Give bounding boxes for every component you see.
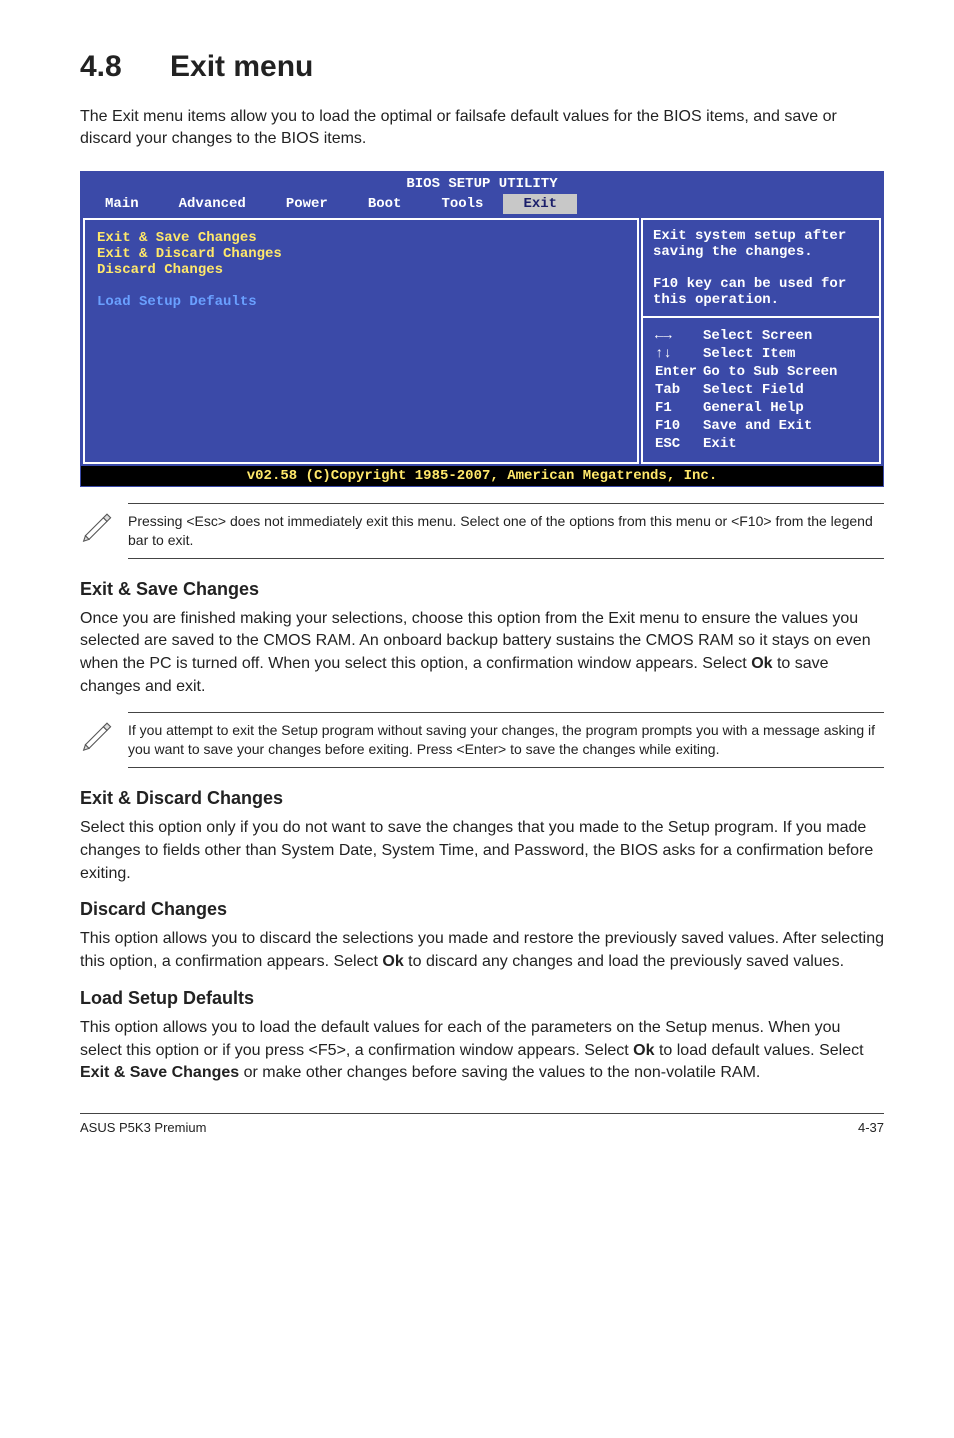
bios-key: F1 — [655, 400, 701, 416]
bios-tab: Power — [266, 194, 348, 214]
paragraph-exit-discard: Select this option only if you do not wa… — [80, 817, 884, 885]
bios-menu-item: Exit & Save Changes — [97, 230, 625, 246]
bios-tab-bar: MainAdvancedPowerBootToolsExit — [81, 192, 883, 216]
pencil-icon — [80, 503, 128, 548]
bios-tab: Exit — [503, 194, 577, 214]
bios-key-desc: Go to Sub Screen — [703, 364, 841, 380]
bios-screenshot: BIOS SETUP UTILITY MainAdvancedPowerBoot… — [80, 171, 884, 487]
bios-key-desc: Select Screen — [703, 328, 841, 344]
section-number: 4.8 — [80, 50, 170, 84]
subheading-discard: Discard Changes — [80, 899, 884, 920]
bios-key-desc: Select Field — [703, 382, 841, 398]
bios-menu-item: Load Setup Defaults — [97, 294, 625, 310]
bios-tab: Main — [85, 194, 159, 214]
bios-keys-box: ←→Select Screen↑↓Select ItemEnterGo to S… — [641, 318, 881, 464]
bios-tab: Advanced — [159, 194, 266, 214]
bios-tab: Tools — [421, 194, 503, 214]
page-footer: ASUS P5K3 Premium 4-37 — [80, 1113, 884, 1135]
footer-left: ASUS P5K3 Premium — [80, 1120, 206, 1135]
paragraph-load-defaults: This option allows you to load the defau… — [80, 1017, 884, 1085]
bios-key: Enter — [655, 364, 701, 380]
bios-title: BIOS SETUP UTILITY — [81, 172, 883, 192]
paragraph-discard: This option allows you to discard the se… — [80, 928, 884, 973]
bios-menu-item: Exit & Discard Changes — [97, 246, 625, 262]
bios-key: ←→ — [655, 328, 701, 344]
lead-paragraph: The Exit menu items allow you to load th… — [80, 106, 884, 151]
paragraph-exit-save: Once you are finished making your select… — [80, 608, 884, 699]
note-text: If you attempt to exit the Setup program… — [128, 712, 884, 768]
bios-tab: Boot — [348, 194, 422, 214]
note-text: Pressing <Esc> does not immediately exit… — [128, 503, 884, 559]
bios-footer: v02.58 (C)Copyright 1985-2007, American … — [81, 466, 883, 486]
pencil-icon — [80, 712, 128, 757]
note-block: If you attempt to exit the Setup program… — [80, 712, 884, 768]
bios-key: ESC — [655, 436, 701, 452]
bios-left-pane: Exit & Save ChangesExit & Discard Change… — [83, 218, 639, 464]
bios-key: F10 — [655, 418, 701, 434]
bios-key-desc: Save and Exit — [703, 418, 841, 434]
bios-help-line: Exit system setup after saving the chang… — [653, 228, 869, 260]
bios-key: ↑↓ — [655, 346, 701, 362]
bios-key: Tab — [655, 382, 701, 398]
footer-right: 4-37 — [858, 1120, 884, 1135]
bios-key-desc: Exit — [703, 436, 841, 452]
bios-key-desc: Select Item — [703, 346, 841, 362]
section-heading: 4.8Exit menu — [80, 50, 884, 84]
bios-help-box: Exit system setup after saving the chang… — [641, 218, 881, 318]
note-block: Pressing <Esc> does not immediately exit… — [80, 503, 884, 559]
bios-help-line — [653, 260, 869, 276]
subheading-exit-save: Exit & Save Changes — [80, 579, 884, 600]
bios-menu-item — [97, 278, 625, 294]
subheading-exit-discard: Exit & Discard Changes — [80, 788, 884, 809]
subheading-load-defaults: Load Setup Defaults — [80, 988, 884, 1009]
bios-help-line: F10 key can be used for this operation. — [653, 276, 869, 308]
bios-key-desc: General Help — [703, 400, 841, 416]
bios-menu-item: Discard Changes — [97, 262, 625, 278]
bios-right-pane: Exit system setup after saving the chang… — [641, 218, 881, 464]
section-title: Exit menu — [170, 50, 313, 83]
